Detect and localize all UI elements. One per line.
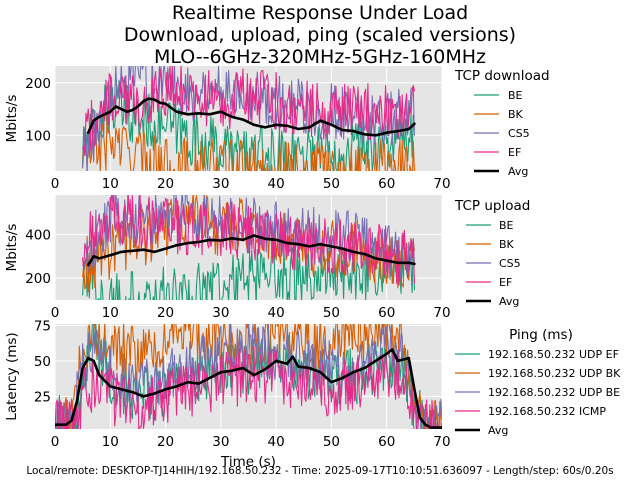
title-line-3: MLO--6GHz-320MHz-5GHz-160MHz xyxy=(154,46,486,68)
legend-label: BK xyxy=(508,108,524,121)
series-line-be xyxy=(82,238,415,300)
x-axis-label: Time (s) xyxy=(220,454,276,470)
footer-info: Local/remote: DESKTOP-TJ14HIH/192.168.50… xyxy=(26,465,613,477)
y-tick-label: 400 xyxy=(25,227,51,243)
legend-label: 192.168.50.232 ICMP xyxy=(488,405,606,418)
figure-title: Realtime Response Under Load Download, u… xyxy=(124,2,516,68)
x-tick-label: 0 xyxy=(51,305,60,321)
legend: TCP download BE BK CS5 EF Avg xyxy=(454,68,550,178)
legend-label: CS5 xyxy=(499,257,521,270)
legend-label: BK xyxy=(499,238,515,251)
series-line-192-168-50-232-udp-bk xyxy=(56,324,442,429)
panel-2: 0 10 20 30 40 50 60 70 200 400 Mbits/s TCP upload BE… xyxy=(4,195,530,321)
x-tick-label: 20 xyxy=(157,305,174,321)
x-tick-label: 0 xyxy=(51,434,60,450)
legend: Ping (ms) 192.168.50.232 UDP EF 192.168.50… xyxy=(455,327,621,437)
x-tick-label: 50 xyxy=(323,434,340,450)
y-axis-label: Latency (ms) xyxy=(4,332,20,420)
legend-title: TCP download xyxy=(454,68,550,84)
legend-title: Ping (ms) xyxy=(509,327,573,343)
y-tick-label: 100 xyxy=(25,128,51,144)
legend-label: 192.168.50.232 UDP BK xyxy=(488,367,621,380)
panel-1: 0 10 20 30 40 50 60 70 100 200 Mbits/s TCP download… xyxy=(4,66,550,192)
y-tick-label: 25 xyxy=(34,389,51,405)
series-line-192-168-50-232-icmp xyxy=(55,346,439,429)
x-tick-label: 10 xyxy=(102,305,119,321)
x-tick-label: 60 xyxy=(378,434,395,450)
title-line-2: Download, upload, ping (scaled versions) xyxy=(124,24,516,46)
legend-label: Avg xyxy=(499,295,519,308)
x-tick-label: 40 xyxy=(268,434,285,450)
x-tick-label: 10 xyxy=(102,434,119,450)
x-tick-label: 50 xyxy=(323,305,340,321)
x-tick-label: 20 xyxy=(157,434,174,450)
series-line-ef xyxy=(82,195,415,286)
y-axis-label: Mbits/s xyxy=(4,95,20,143)
plot-area xyxy=(82,66,416,171)
legend-label: BE xyxy=(508,89,523,102)
x-tick-label: 0 xyxy=(51,176,60,192)
series-line-bk xyxy=(82,114,415,171)
series-line-avg xyxy=(55,348,442,429)
y-axis-label: Mbits/s xyxy=(4,224,20,272)
x-tick-label: 40 xyxy=(268,176,285,192)
legend-title: TCP upload xyxy=(454,198,530,214)
series-line-avg xyxy=(86,97,416,137)
y-tick-label: 75 xyxy=(34,318,51,334)
plot-area xyxy=(55,324,442,429)
x-tick-label: 30 xyxy=(212,176,229,192)
x-tick-label: 30 xyxy=(212,305,229,321)
x-tick-label: 30 xyxy=(212,434,229,450)
x-tick-label: 70 xyxy=(433,305,450,321)
legend-label: 192.168.50.232 UDP EF xyxy=(488,348,619,361)
legend-label: EF xyxy=(499,276,512,289)
y-tick-label: 50 xyxy=(34,354,51,370)
title-line-1: Realtime Response Under Load xyxy=(172,2,468,24)
x-tick-label: 70 xyxy=(433,434,450,450)
legend-label: EF xyxy=(508,146,521,159)
legend-label: Avg xyxy=(488,424,508,437)
legend-label: Avg xyxy=(508,165,528,178)
x-tick-label: 40 xyxy=(268,305,285,321)
series-line-avg xyxy=(86,234,416,267)
panel-3: 0 10 20 30 40 50 60 70 25 50 75 Latency (ms) Time (s… xyxy=(4,318,621,470)
x-tick-label: 70 xyxy=(433,176,450,192)
x-tick-label: 50 xyxy=(323,176,340,192)
x-tick-label: 20 xyxy=(157,176,174,192)
legend: TCP upload BE BK CS5 EF Avg xyxy=(454,198,530,308)
y-tick-label: 200 xyxy=(25,271,51,287)
legend-label: 192.168.50.232 UDP BE xyxy=(488,386,620,399)
plot-area xyxy=(82,195,416,300)
x-tick-label: 60 xyxy=(378,176,395,192)
x-tick-label: 10 xyxy=(102,176,119,192)
legend-label: CS5 xyxy=(508,127,530,140)
legend-label: BE xyxy=(499,219,514,232)
y-tick-label: 200 xyxy=(25,76,51,92)
x-tick-label: 60 xyxy=(378,305,395,321)
